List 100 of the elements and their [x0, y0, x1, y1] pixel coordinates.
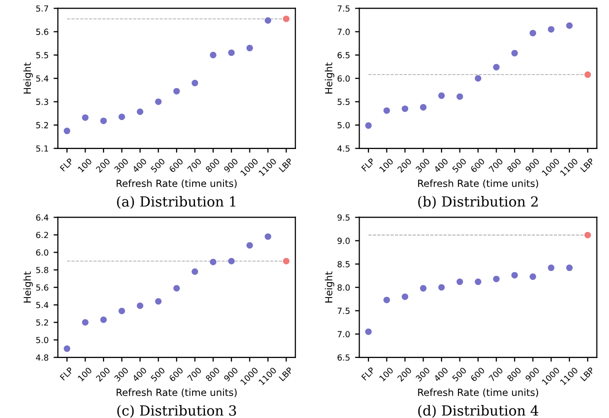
- y-tick-label: 7.0: [338, 331, 350, 338]
- point: [383, 296, 390, 304]
- point: [420, 104, 427, 111]
- y-tick-label: 6.2: [36, 232, 48, 238]
- y-tick-label: 9.5: [338, 214, 350, 221]
- point: [365, 328, 372, 335]
- y-tick-label: 8.0: [338, 284, 350, 291]
- y-tick-label: 7.5: [338, 308, 350, 314]
- y-tick-label: 6.5: [338, 52, 350, 58]
- y-tick-label: 5.8: [36, 266, 48, 274]
- point: [566, 264, 573, 272]
- text: (d) Distribution 4: [418, 405, 538, 418]
- x-tick-label: 300: [114, 366, 129, 382]
- y-axis-title: Height: [324, 272, 334, 302]
- point: [82, 319, 89, 326]
- y-tick-label: 5.2: [36, 319, 48, 326]
- y-tick-label: 4.8: [36, 354, 48, 361]
- point: [264, 17, 272, 24]
- point: [82, 114, 89, 121]
- point: [118, 114, 126, 120]
- y-tick-label: 5.6: [36, 284, 48, 291]
- point: [530, 273, 536, 280]
- x-tick-label: 300: [114, 158, 129, 173]
- point: [136, 108, 144, 116]
- x-tick-label: 100: [378, 158, 394, 173]
- y-tick-label: 6.0: [338, 75, 350, 82]
- y-tick-label: 6.5: [338, 354, 350, 361]
- x-tick-label: FLP: [60, 366, 74, 381]
- point: [246, 44, 253, 52]
- x-tick-label: 900: [223, 366, 238, 382]
- y-axis-title: Height: [324, 62, 334, 94]
- x-tick-label: LBP: [278, 366, 294, 382]
- x-tick-label: 900: [524, 366, 540, 382]
- point: [282, 258, 290, 264]
- x-tick-label: 300: [415, 158, 430, 173]
- point: [420, 285, 427, 292]
- point: [438, 284, 445, 291]
- x-tick-label: 500: [452, 366, 467, 382]
- point: [228, 258, 235, 264]
- x-tick-label: 100: [78, 158, 92, 173]
- point: [118, 308, 126, 314]
- y-tick-label: 5.0: [36, 336, 48, 344]
- x-tick-label: 600: [470, 366, 486, 382]
- point: [228, 49, 235, 56]
- point: [584, 232, 591, 238]
- x-tick-label: 500: [150, 158, 166, 173]
- x-tick-label: 400: [433, 158, 448, 173]
- point: [264, 233, 272, 240]
- y-tick-label: 5.5: [338, 98, 350, 105]
- y-tick-label: 9.0: [338, 238, 350, 244]
- y-tick-label: 5.6: [36, 28, 48, 35]
- point: [64, 345, 70, 352]
- y-axis-title: Height: [23, 272, 33, 302]
- x-tick-label: 600: [168, 158, 184, 173]
- point: [192, 268, 198, 275]
- y-tick-label: 5.4: [36, 302, 48, 308]
- text: (c) Distribution 3: [117, 405, 236, 418]
- point: [456, 278, 464, 286]
- x-axis-title: Refresh Rate (time units): [116, 180, 237, 188]
- x-tick-label: LBP: [580, 366, 595, 382]
- x-axis-title: Refresh Rate (time units): [116, 388, 237, 398]
- x-tick-label: 800: [205, 366, 220, 382]
- point: [282, 16, 290, 22]
- x-tick-label: 100: [78, 366, 92, 382]
- point: [402, 105, 408, 112]
- y-tick-label: 5.0: [338, 122, 350, 128]
- y-axis-title: Height: [23, 62, 33, 94]
- y-tick-label: 6.4: [36, 214, 48, 221]
- point: [548, 264, 554, 272]
- point: [493, 276, 500, 282]
- x-tick-label: 700: [186, 366, 202, 382]
- x-tick-label: 700: [488, 158, 504, 173]
- y-tick-label: 5.2: [36, 122, 48, 128]
- point: [365, 122, 372, 129]
- point: [155, 98, 162, 105]
- point: [100, 316, 107, 324]
- point: [210, 258, 216, 266]
- x-tick-label: 400: [132, 158, 148, 173]
- y-tick-label: 4.5: [337, 145, 350, 152]
- y-tick-label: 5.4: [36, 75, 48, 82]
- point: [474, 75, 482, 82]
- x-tick-label: 800: [506, 158, 522, 173]
- point: [402, 293, 408, 300]
- point: [173, 88, 180, 94]
- y-tick-label: 7.5: [338, 5, 350, 12]
- x-tick-label: 500: [150, 366, 166, 382]
- x-tick-label: 700: [186, 158, 202, 173]
- x-tick-label: LBP: [580, 158, 595, 172]
- x-tick-label: 900: [524, 158, 540, 173]
- point: [511, 50, 518, 56]
- x-tick-label: FLP: [361, 158, 375, 172]
- x-tick-label: 300: [415, 366, 430, 382]
- point: [383, 107, 390, 114]
- y-tick-label: 5.1: [36, 145, 48, 152]
- point: [192, 80, 198, 86]
- point: [584, 71, 591, 78]
- y-tick-label: 8.5: [338, 261, 350, 268]
- point: [100, 118, 107, 124]
- y-tick-label: 6.0: [36, 249, 48, 256]
- x-tick-label: 600: [470, 158, 486, 173]
